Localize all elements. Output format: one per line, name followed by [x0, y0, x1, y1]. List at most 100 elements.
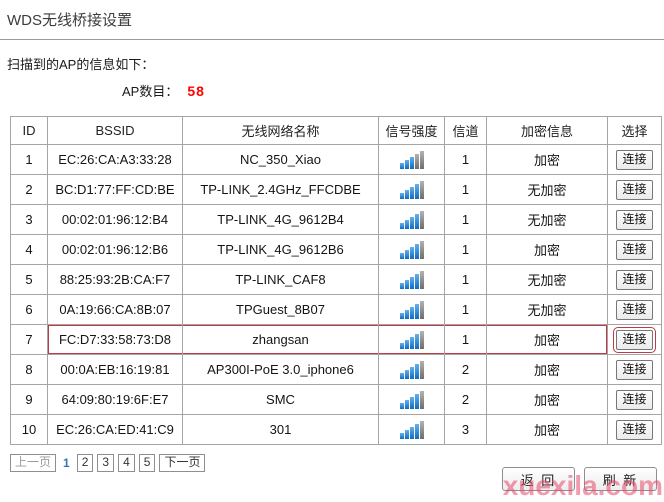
ap-ssid-cell: zhangsan — [182, 324, 379, 355]
connect-button[interactable]: 连接 — [616, 299, 653, 320]
ap-bssid-cell: 00:02:01:96:12:B6 — [47, 234, 183, 265]
ap-channel-cell: 1 — [444, 324, 487, 355]
signal-bar-filled — [404, 429, 409, 439]
ap-signal-cell — [378, 324, 445, 355]
ap-id-cell: 2 — [10, 174, 48, 205]
ap-channel-cell: 1 — [444, 264, 487, 295]
pagination-page[interactable]: 3 — [97, 454, 115, 472]
ap-channel-cell: 2 — [444, 354, 487, 385]
ap-bssid-cell: EC:26:CA:A3:33:28 — [47, 144, 183, 175]
signal-bar-filled — [404, 399, 409, 409]
signal-bar-filled — [414, 243, 419, 259]
ap-security-cell: 加密 — [486, 324, 608, 355]
refresh-button[interactable]: 刷 新 — [584, 467, 657, 491]
signal-bar-empty — [419, 240, 424, 259]
ap-id-cell: 8 — [10, 354, 48, 385]
signal-bar-empty — [419, 390, 424, 409]
pagination-page[interactable]: 2 — [76, 454, 94, 472]
column-header: BSSID — [47, 116, 183, 145]
signal-bar-filled — [399, 372, 404, 379]
connect-button[interactable]: 连接 — [616, 239, 653, 260]
signal-bar-filled — [414, 363, 419, 379]
ap-ssid-cell: NC_350_Xiao — [182, 144, 379, 175]
table-row: 8 00:0A:EB:16:19:81 AP300I-PoE 3.0_iphone6… — [10, 354, 662, 385]
pagination-page[interactable]: 5 — [138, 454, 156, 472]
signal-bar-filled — [404, 339, 409, 349]
signal-bar-filled — [399, 312, 404, 319]
ap-security-cell: 加密 — [486, 144, 608, 175]
page-title: WDS无线桥接设置 — [7, 12, 132, 29]
ap-bssid-cell: EC:26:CA:ED:41:C9 — [47, 414, 183, 445]
connect-button[interactable]: 连接 — [613, 326, 656, 353]
ap-table: ID BSSID 无线网络名称 信号强度 信道 加密信息 选择 1 EC:26:CA:A3:3… — [10, 116, 662, 445]
ap-ssid-cell: TP-LINK_4G_9612B4 — [182, 204, 379, 235]
connect-button[interactable]: 连接 — [616, 179, 653, 200]
ap-ssid-cell: TP-LINK_2.4GHz_FFCDBE — [182, 174, 379, 205]
ap-select-cell: 连接 — [607, 354, 662, 385]
pagination-page[interactable]: 4 — [118, 454, 135, 472]
connect-button[interactable]: 连接 — [616, 209, 653, 230]
ap-signal-cell — [378, 354, 445, 385]
ap-signal-cell — [378, 144, 445, 175]
ap-security-cell: 无加密 — [486, 204, 608, 235]
ap-select-cell: 连接 — [607, 234, 662, 265]
ap-id-cell: 3 — [10, 204, 48, 235]
connect-button[interactable]: 连接 — [616, 269, 653, 290]
signal-bar-filled — [399, 432, 404, 439]
ap-ssid-cell: 301 — [182, 414, 379, 445]
ap-channel-cell: 1 — [444, 174, 487, 205]
ap-bssid-cell: 0A:19:66:CA:8B:07 — [47, 294, 183, 325]
table-row: 4 00:02:01:96:12:B6 TP-LINK_4G_9612B6 1 加密 连接 — [10, 234, 662, 265]
pagination-prev[interactable]: 上一页 — [10, 454, 57, 472]
table-header-row: ID BSSID 无线网络名称 信号强度 信道 加密信息 选择 — [10, 116, 662, 145]
title-divider — [0, 39, 664, 40]
pagination-next[interactable]: 下一页 — [159, 454, 206, 472]
signal-bar-filled — [409, 246, 414, 259]
signal-bar-empty — [419, 360, 424, 379]
ap-channel-cell: 3 — [444, 414, 487, 445]
ap-security-cell: 无加密 — [486, 294, 608, 325]
signal-bar-filled — [399, 192, 404, 199]
wds-settings-page: WDS无线桥接设置 扫描到的AP的信息如下： AP数目： 58 ID BSSID 无线… — [0, 9, 664, 501]
ap-count-label: AP数目： — [122, 84, 179, 99]
signal-strength-icon — [399, 330, 424, 349]
signal-bar-filled — [409, 186, 414, 199]
signal-bar-filled — [404, 159, 409, 169]
ap-signal-cell — [378, 264, 445, 295]
signal-bar-filled — [409, 216, 414, 229]
back-button[interactable]: 返 回 — [502, 467, 575, 491]
ap-channel-cell: 1 — [444, 234, 487, 265]
ap-id-cell: 10 — [10, 414, 48, 445]
signal-bar-filled — [404, 369, 409, 379]
signal-strength-icon — [399, 420, 424, 439]
ap-signal-cell — [378, 384, 445, 415]
signal-bar-filled — [404, 249, 409, 259]
ap-security-cell: 加密 — [486, 414, 608, 445]
signal-bar-filled — [409, 366, 414, 379]
column-header: ID — [10, 116, 48, 145]
column-header: 加密信息 — [486, 116, 608, 145]
ap-security-cell: 无加密 — [486, 174, 608, 205]
ap-id-cell: 9 — [10, 384, 48, 415]
signal-bar-filled — [409, 396, 414, 409]
connect-button[interactable]: 连接 — [616, 389, 653, 410]
table-row: 1 EC:26:CA:A3:33:28 NC_350_Xiao 1 加密 连接 — [10, 144, 662, 175]
signal-bar-filled — [414, 183, 419, 199]
ap-signal-cell — [378, 174, 445, 205]
connect-button[interactable]: 连接 — [616, 149, 653, 170]
connect-button[interactable]: 连接 — [616, 359, 653, 380]
ap-bssid-cell: FC:D7:33:58:73:D8 — [47, 324, 183, 355]
signal-bar-filled — [414, 333, 419, 349]
table-row: 2 BC:D1:77:FF:CD:BE TP-LINK_2.4GHz_FFCDBE 1… — [10, 174, 662, 205]
signal-bar-filled — [409, 336, 414, 349]
signal-strength-icon — [399, 300, 424, 319]
ap-ssid-cell: TPGuest_8B07 — [182, 294, 379, 325]
signal-bar-empty — [419, 150, 424, 169]
connect-button[interactable]: 连接 — [616, 419, 653, 440]
ap-ssid-cell: AP300I-PoE 3.0_iphone6 — [182, 354, 379, 385]
signal-bar-filled — [409, 426, 414, 439]
signal-strength-icon — [399, 150, 424, 169]
signal-bar-filled — [409, 276, 414, 289]
ap-select-cell: 连接 — [607, 414, 662, 445]
table-row: 10 EC:26:CA:ED:41:C9 301 3 加密 连接 — [10, 414, 662, 445]
